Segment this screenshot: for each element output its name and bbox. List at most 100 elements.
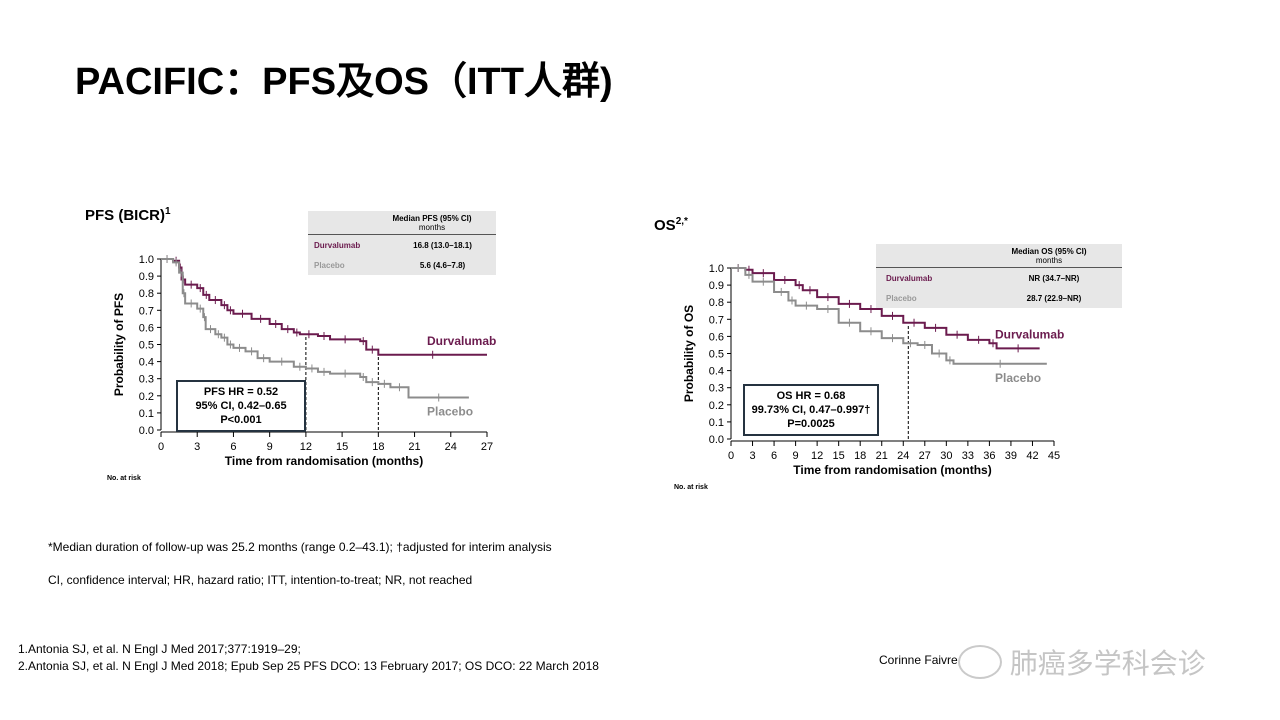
y-tick-label: 0.1 bbox=[139, 408, 154, 420]
y-tick-label: 0.8 bbox=[709, 297, 724, 309]
os-no-at-risk: No. at risk bbox=[674, 484, 708, 491]
row-value: 5.6 (4.6–7.8) bbox=[419, 260, 466, 270]
x-tick-label: 9 bbox=[793, 450, 799, 462]
citation: Corinne Faivre bbox=[879, 653, 958, 667]
table-row: Placebo 28.7 (22.9–NR) bbox=[876, 288, 1122, 308]
wechat-icon bbox=[958, 645, 1002, 679]
pfs-hr-box: PFS HR = 0.52 95% CI, 0.42–0.65 P<0.001 bbox=[176, 380, 306, 432]
y-tick-label: 0.3 bbox=[709, 383, 724, 395]
y-tick-label: 0.6 bbox=[709, 331, 724, 343]
y-tick-label: 0.5 bbox=[709, 349, 724, 361]
pfs-median-table: Median PFS (95% CI) months Durvalumab 16.8… bbox=[308, 211, 496, 275]
row-value: NR (34.7–NR) bbox=[1028, 273, 1080, 283]
pfs-chart-title: PFS (BICR)1 bbox=[85, 206, 171, 224]
x-tick-label: 3 bbox=[194, 441, 200, 453]
reference: 1.Antonia SJ, et al. N Engl J Med 2017;3… bbox=[18, 642, 301, 656]
table-row: Durvalumab 16.8 (13.0–18.1) bbox=[308, 235, 496, 255]
os-median-table: Median OS (95% CI) months Durvalumab NR (3… bbox=[876, 244, 1122, 308]
y-tick-label: 0.6 bbox=[139, 322, 154, 334]
x-tick-label: 45 bbox=[1048, 450, 1060, 462]
os-table-header: Median OS (95% CI) bbox=[1011, 247, 1087, 256]
row-value: 16.8 (13.0–18.1) bbox=[413, 240, 472, 250]
watermark: 肺癌多学科会诊 bbox=[958, 642, 1206, 682]
footnote: CI, confidence interval; HR, hazard rati… bbox=[48, 573, 473, 587]
x-tick-label: 27 bbox=[919, 450, 931, 462]
row-name: Placebo bbox=[314, 260, 345, 270]
os-chart-title: OS2,* bbox=[654, 216, 688, 234]
x-tick-label: 21 bbox=[876, 450, 888, 462]
y-tick-label: 0.9 bbox=[139, 271, 154, 283]
x-tick-label: 33 bbox=[962, 450, 974, 462]
x-tick-label: 15 bbox=[833, 450, 845, 462]
p-line: P=0.0025 bbox=[787, 418, 835, 430]
y-tick-label: 0.2 bbox=[139, 391, 154, 403]
y-tick-label: 0.3 bbox=[139, 374, 154, 386]
y-tick-label: 1.0 bbox=[709, 263, 724, 275]
x-tick-label: 12 bbox=[300, 441, 312, 453]
row-name: Durvalumab bbox=[314, 240, 361, 250]
x-tick-label: 39 bbox=[1005, 450, 1017, 462]
ci-line: 99.73% CI, 0.47–0.997† bbox=[751, 404, 871, 416]
pfs-table-header: Median PFS (95% CI) bbox=[392, 214, 472, 223]
row-value: 28.7 (22.9–NR) bbox=[1026, 293, 1082, 303]
x-tick-label: 0 bbox=[728, 450, 734, 462]
y-axis-label: Probability of PFS bbox=[112, 293, 126, 396]
y-tick-label: 0.7 bbox=[139, 305, 154, 317]
y-axis-label: Probability of OS bbox=[682, 305, 696, 402]
os-km-chart: 0.0 0.1 0.2 0.3 0.4 0.5 0.6 0.7 0.8 0.9 1.0 0 3 6 9 12 1… bbox=[682, 263, 1064, 477]
x-tick-label: 6 bbox=[771, 450, 777, 462]
hr-line: PFS HR = 0.52 bbox=[203, 386, 279, 398]
slide-title: PACIFIC：PFS及OS（ITT人群) bbox=[75, 61, 613, 103]
y-tick-label: 0.7 bbox=[709, 314, 724, 326]
series-label-durvalumab: Durvalumab bbox=[427, 334, 496, 348]
p-line: P<0.001 bbox=[220, 414, 262, 426]
y-tick-label: 0.0 bbox=[709, 434, 724, 446]
x-tick-label: 24 bbox=[897, 450, 909, 462]
os-title-sup: 2,* bbox=[675, 216, 688, 227]
x-tick-label: 9 bbox=[267, 441, 273, 453]
x-tick-label: 27 bbox=[481, 441, 493, 453]
y-tick-label: 0.5 bbox=[139, 340, 154, 352]
y-tick-label: 0.0 bbox=[139, 425, 154, 437]
y-tick-label: 0.9 bbox=[709, 280, 724, 292]
footnote: *Median duration of follow-up was 25.2 m… bbox=[48, 540, 552, 554]
x-tick-label: 0 bbox=[158, 441, 164, 453]
pfs-no-at-risk: No. at risk bbox=[107, 475, 141, 482]
hr-line: OS HR = 0.68 bbox=[776, 390, 846, 402]
series-label-placebo: Placebo bbox=[427, 405, 473, 419]
table-row: Durvalumab NR (34.7–NR) bbox=[876, 268, 1122, 288]
x-tick-label: 18 bbox=[854, 450, 866, 462]
os-table-header-sub: months bbox=[1035, 256, 1063, 265]
x-tick-label: 24 bbox=[445, 441, 457, 453]
x-tick-label: 42 bbox=[1026, 450, 1038, 462]
y-tick-label: 0.1 bbox=[709, 417, 724, 429]
x-tick-label: 6 bbox=[230, 441, 236, 453]
reference: 2.Antonia SJ, et al. N Engl J Med 2018; … bbox=[18, 659, 599, 673]
y-tick-label: 0.8 bbox=[139, 288, 154, 300]
x-tick-label: 3 bbox=[749, 450, 755, 462]
pfs-table-header-sub: months bbox=[418, 223, 446, 232]
row-name: Placebo bbox=[886, 293, 917, 303]
os-title-text: OS bbox=[654, 217, 676, 234]
pfs-title-sup: 1 bbox=[165, 206, 171, 217]
pfs-title-text: PFS (BICR) bbox=[85, 207, 165, 224]
watermark-text: 肺癌多学科会诊 bbox=[1009, 648, 1206, 679]
x-tick-label: 12 bbox=[811, 450, 823, 462]
y-tick-label: 0.4 bbox=[139, 357, 154, 369]
row-name: Durvalumab bbox=[886, 273, 933, 283]
y-tick-label: 0.4 bbox=[709, 366, 724, 378]
x-tick-label: 18 bbox=[372, 441, 384, 453]
y-tick-label: 0.2 bbox=[709, 400, 724, 412]
pfs-km-chart: 0.0 0.1 0.2 0.3 0.4 0.5 0.6 0.7 0.8 0.9 1.0 0 3 6 9 12 1… bbox=[112, 254, 496, 468]
x-tick-label: 21 bbox=[408, 441, 420, 453]
ci-line: 95% CI, 0.42–0.65 bbox=[195, 400, 287, 412]
os-hr-box: OS HR = 0.68 99.73% CI, 0.47–0.997† P=0.… bbox=[743, 384, 879, 436]
x-axis-label: Time from randomisation (months) bbox=[225, 454, 423, 468]
y-tick-label: 1.0 bbox=[139, 254, 154, 266]
series-label-placebo: Placebo bbox=[995, 371, 1041, 385]
series-label-durvalumab: Durvalumab bbox=[995, 327, 1064, 341]
table-row: Placebo 5.6 (4.6–7.8) bbox=[308, 255, 496, 275]
km-curve-placebo bbox=[161, 258, 469, 399]
x-tick-label: 15 bbox=[336, 441, 348, 453]
x-axis-label: Time from randomisation (months) bbox=[793, 463, 991, 477]
